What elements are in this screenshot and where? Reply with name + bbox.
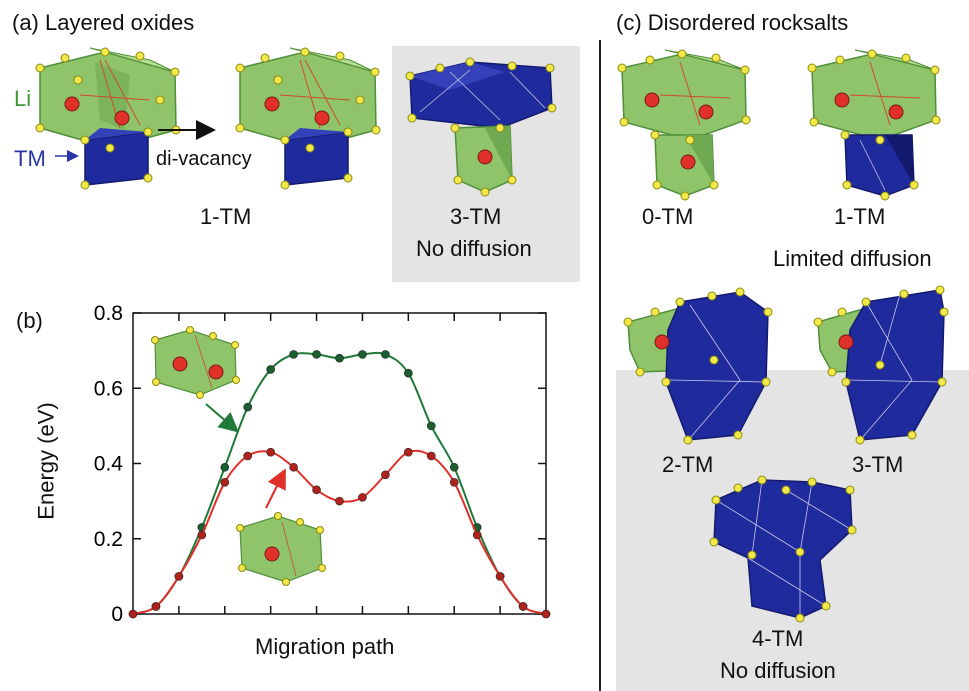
red-series-point xyxy=(220,478,230,487)
red-series-point xyxy=(128,609,138,619)
caption-0tm: 0-TM xyxy=(642,204,694,229)
green-series-point xyxy=(404,368,413,378)
red-series-point xyxy=(449,478,459,487)
li-label: Li xyxy=(14,86,32,111)
red-series-point xyxy=(312,485,321,495)
red-series-point xyxy=(381,470,390,480)
green-series-point xyxy=(335,353,344,363)
panel-divider xyxy=(599,40,601,691)
red-series-point xyxy=(197,530,207,540)
green-series-point xyxy=(289,350,298,359)
green-series-point xyxy=(220,462,230,472)
green-series-point xyxy=(266,365,275,374)
red-series-point xyxy=(174,572,184,581)
rocksalt-3tm xyxy=(813,285,949,445)
caption-no-diffusion-a: No diffusion xyxy=(416,236,532,261)
red-series-point xyxy=(495,572,505,581)
red-series-point xyxy=(335,496,344,506)
y-tick-label: 0.8 xyxy=(94,302,123,325)
x-axis-label: Migration path xyxy=(255,634,395,659)
red-series-point xyxy=(426,451,436,461)
green-series-point xyxy=(312,350,321,359)
rocksalt-4tm xyxy=(709,475,857,623)
green-series-point xyxy=(243,402,253,412)
caption-3tm-c: 3-TM xyxy=(852,452,904,477)
y-tick-label: 0.6 xyxy=(94,377,123,400)
caption-1tm-c: 1-TM xyxy=(834,204,886,229)
panel-b-title: (b) xyxy=(16,308,43,333)
layered-structure-3tm xyxy=(405,57,557,197)
caption-4tm: 4-TM xyxy=(752,626,804,651)
panel-a-title: (a) Layered oxides xyxy=(12,10,195,35)
red-series-point xyxy=(518,602,528,611)
tm-label: TM xyxy=(14,146,46,171)
di-vacancy-label: di-vacancy xyxy=(156,148,252,170)
caption-2tm: 2-TM xyxy=(662,452,714,477)
layered-structure-2 xyxy=(235,47,381,190)
rocksalt-1tm xyxy=(807,49,941,201)
caption-3tm-a: 3-TM xyxy=(450,204,502,229)
red-series-point xyxy=(243,451,253,461)
caption-no-diffusion-c: No diffusion xyxy=(720,658,836,683)
y-tick-label: 0.2 xyxy=(94,528,123,551)
layered-structure-1 xyxy=(35,47,181,190)
red-series-point xyxy=(289,462,298,472)
red-series-point xyxy=(541,609,551,619)
inset-structure-red xyxy=(236,512,326,586)
rocksalt-0tm xyxy=(617,49,751,201)
green-series-point xyxy=(449,462,459,472)
red-series-point xyxy=(358,493,367,502)
green-series-point xyxy=(381,350,390,359)
red-series-point xyxy=(151,602,161,611)
energy-chart: 0 0.2 0.4 0.6 0.8 xyxy=(94,302,551,626)
red-series-line xyxy=(132,449,547,615)
y-tick-label: 0.4 xyxy=(94,453,124,476)
green-series-point xyxy=(358,350,367,359)
green-series-point xyxy=(426,421,436,431)
red-series-point xyxy=(472,530,482,540)
caption-1tm-a: 1-TM xyxy=(200,204,252,229)
inset-structure-green xyxy=(151,326,240,399)
caption-limited-diffusion: Limited diffusion xyxy=(773,246,932,271)
red-series-point xyxy=(404,447,413,457)
red-curve-arrow xyxy=(265,468,286,509)
green-curve-arrow xyxy=(205,403,240,433)
panel-c-title: (c) Disordered rocksalts xyxy=(616,10,849,35)
red-series-point xyxy=(266,447,275,457)
y-tick-label: 0 xyxy=(111,603,123,626)
rocksalt-2tm xyxy=(623,287,773,445)
